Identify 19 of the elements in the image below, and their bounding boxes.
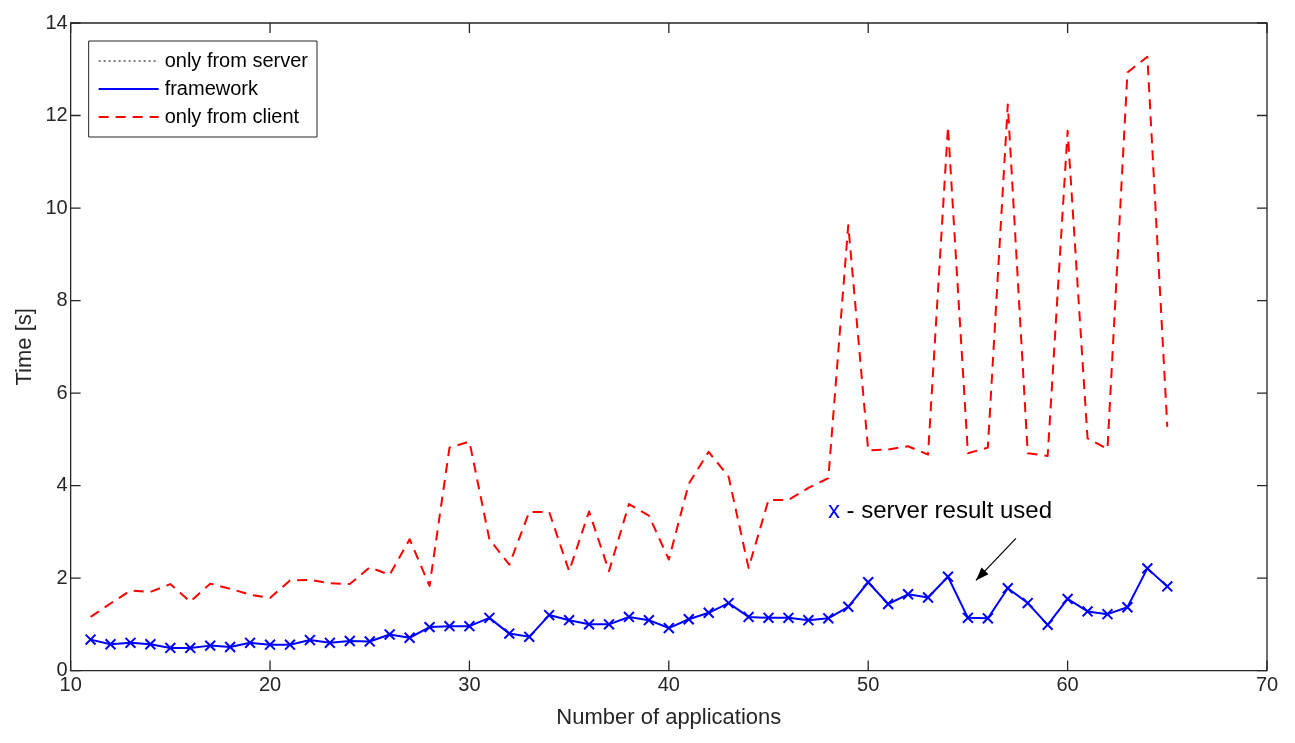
y-tick-label: 12 — [45, 103, 68, 126]
x-tick-label: 60 — [1056, 673, 1079, 696]
annotation: x - server result used — [827, 496, 1053, 524]
x-tick-label: 40 — [657, 673, 680, 696]
y-tick-label: 2 — [56, 565, 68, 588]
legend-label: only from server — [164, 48, 309, 71]
x-tick-label: 50 — [857, 673, 880, 696]
y-tick-label: 4 — [56, 473, 68, 496]
y-axis-title: Time [s] — [11, 308, 37, 386]
x-tick-label: 70 — [1255, 673, 1279, 696]
y-tick-label: 14 — [45, 10, 68, 33]
y-tick-label: 10 — [45, 195, 68, 218]
legend-label: framework — [164, 76, 259, 99]
x-axis-title: Number of applications — [556, 703, 782, 729]
y-tick-label: 6 — [56, 380, 68, 403]
x-tick-label: 20 — [258, 673, 282, 696]
legend-label: only from client — [164, 104, 300, 127]
y-tick-label: 8 — [56, 288, 68, 311]
x-tick-label: 30 — [458, 673, 481, 696]
